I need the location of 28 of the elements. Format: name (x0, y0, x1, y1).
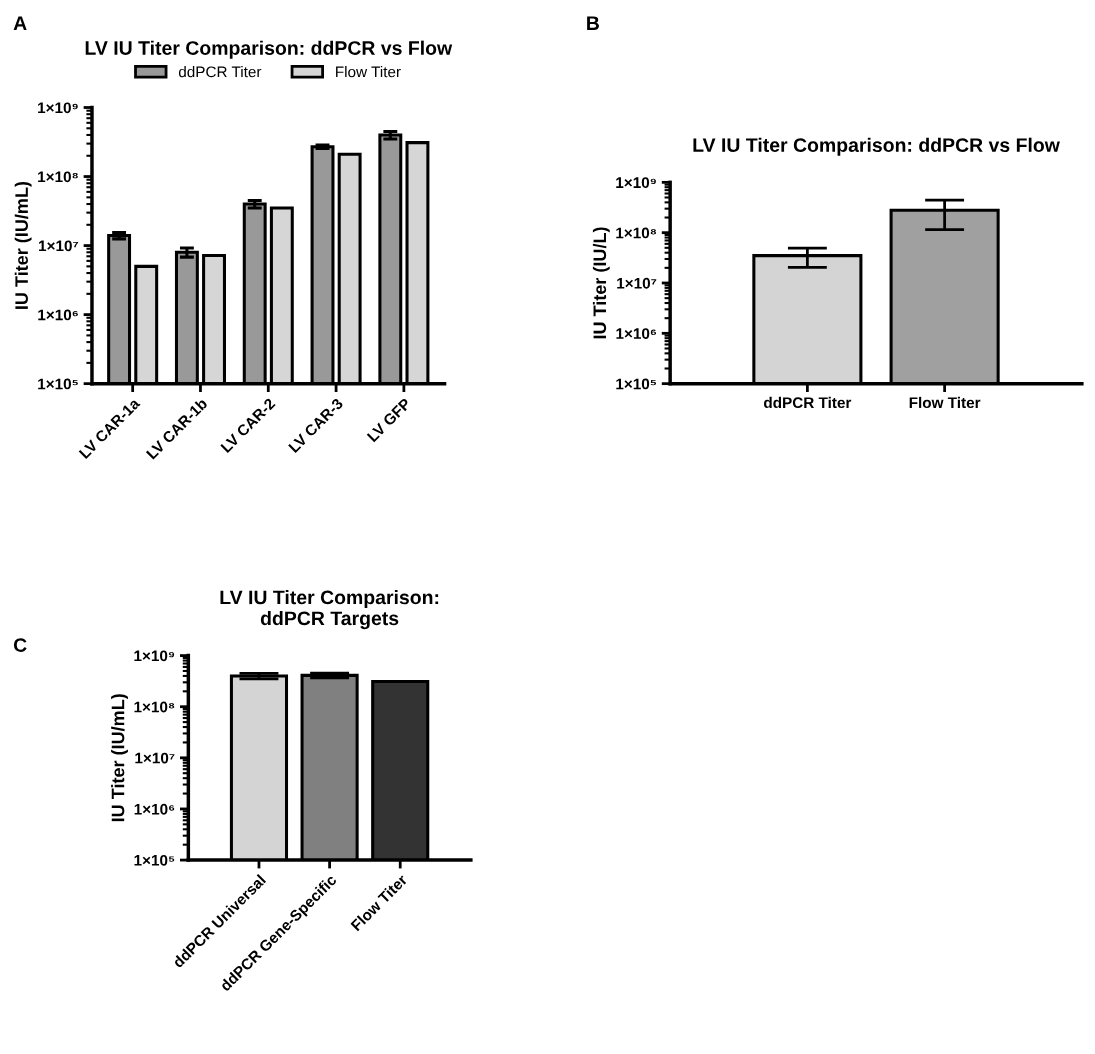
y-tick-label: 1×10⁸ (134, 701, 175, 713)
y-tick-label: 1×10⁷ (617, 277, 657, 289)
text: B (587, 16, 599, 30)
text: A (13, 16, 27, 30)
y-tick-label: 1×10⁸ (616, 227, 657, 239)
y-tick-label: 1×10⁵ (616, 378, 657, 390)
y-tick-label: 1×10⁶ (38, 309, 78, 321)
chart-title: LV IU Titer Comparison: ddPCR vs Flow (85, 40, 453, 59)
y-tick-label: 1×10⁶ (616, 328, 657, 340)
legend-label: ddPCR Titer (178, 66, 262, 78)
y-tick-label: 1×10⁹ (134, 650, 175, 662)
x-tick-label: ddPCR Titer (764, 396, 852, 409)
y-axis-title: IU Titer (IU/mL) (111, 694, 128, 822)
y-tick-label: 1×10⁵ (134, 854, 175, 866)
y-tick-label: 1×10⁵ (38, 378, 78, 390)
legend-label: Flow Titer (336, 66, 401, 78)
chart-title: LV IU Titer Comparison: ddPCR vs Flow (693, 137, 1060, 156)
y-tick-label: 1×10⁷ (39, 240, 79, 252)
x-tick-label: Flow Titer (909, 396, 981, 409)
y-tick-label: 1×10⁸ (38, 171, 78, 183)
y-tick-label: 1×10⁹ (38, 102, 78, 114)
chart-title: LV IU Titer Comparison: ddPCR Targets (220, 590, 439, 630)
y-tick-label: 1×10⁷ (135, 752, 175, 764)
text: C (13, 638, 27, 652)
y-tick-label: 1×10⁹ (616, 177, 656, 189)
y-tick-label: 1×10⁶ (134, 803, 175, 815)
y-axis-title: IU Titer (IU/mL) (14, 181, 32, 309)
y-axis-title: IU Titer (IU/L) (592, 227, 610, 339)
